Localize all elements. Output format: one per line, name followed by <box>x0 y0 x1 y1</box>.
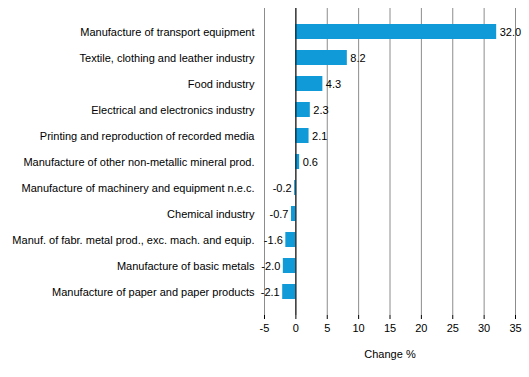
svg-text:5: 5 <box>324 322 330 334</box>
svg-text:8.2: 8.2 <box>350 52 365 64</box>
svg-text:0.6: 0.6 <box>303 156 318 168</box>
svg-text:20: 20 <box>415 322 427 334</box>
svg-text:30: 30 <box>478 322 490 334</box>
svg-text:-0.2: -0.2 <box>273 182 292 194</box>
svg-text:Manufacture of paper and paper: Manufacture of paper and paper products <box>52 286 255 298</box>
svg-text:Manuf. of fabr. metal prod., e: Manuf. of fabr. metal prod., exc. mach. … <box>12 234 254 246</box>
svg-text:Chemical industry: Chemical industry <box>167 208 255 220</box>
svg-text:-5: -5 <box>260 322 270 334</box>
svg-text:2.3: 2.3 <box>313 104 328 116</box>
svg-text:10: 10 <box>353 322 365 334</box>
svg-text:Manufacture of machinery and e: Manufacture of machinery and equipment n… <box>22 182 255 194</box>
svg-text:4.3: 4.3 <box>326 78 341 90</box>
svg-text:Electrical and electronics ind: Electrical and electronics industry <box>91 104 255 116</box>
svg-text:2.1: 2.1 <box>312 130 327 142</box>
svg-text:Change %: Change % <box>364 348 416 360</box>
svg-text:Food industry: Food industry <box>188 78 255 90</box>
svg-text:Manufacture of basic metals: Manufacture of basic metals <box>117 260 255 272</box>
svg-text:-2.0: -2.0 <box>261 260 280 272</box>
svg-text:Manufacture of other non-metal: Manufacture of other non-metallic minera… <box>23 156 254 168</box>
svg-text:0: 0 <box>293 322 299 334</box>
svg-text:Manufacture of transport equip: Manufacture of transport equipment <box>80 26 254 38</box>
svg-text:35: 35 <box>509 322 521 334</box>
svg-text:32.0: 32.0 <box>500 26 521 38</box>
svg-text:Printing and reproduction of r: Printing and reproduction of recorded me… <box>40 130 256 142</box>
svg-text:15: 15 <box>384 322 396 334</box>
svg-text:-0.7: -0.7 <box>270 208 289 220</box>
svg-text:-2.1: -2.1 <box>261 286 280 298</box>
svg-text:Textile, clothing and leather: Textile, clothing and leather industry <box>80 52 255 64</box>
svg-text:-1.6: -1.6 <box>264 234 283 246</box>
svg-text:25: 25 <box>447 322 459 334</box>
